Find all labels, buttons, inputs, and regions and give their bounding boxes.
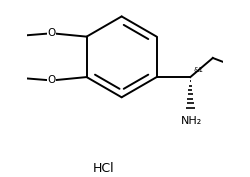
Text: O: O	[48, 75, 56, 85]
Text: &1: &1	[193, 67, 203, 73]
Text: HCl: HCl	[93, 162, 114, 175]
Text: NH₂: NH₂	[181, 116, 202, 126]
Text: O: O	[48, 28, 56, 38]
